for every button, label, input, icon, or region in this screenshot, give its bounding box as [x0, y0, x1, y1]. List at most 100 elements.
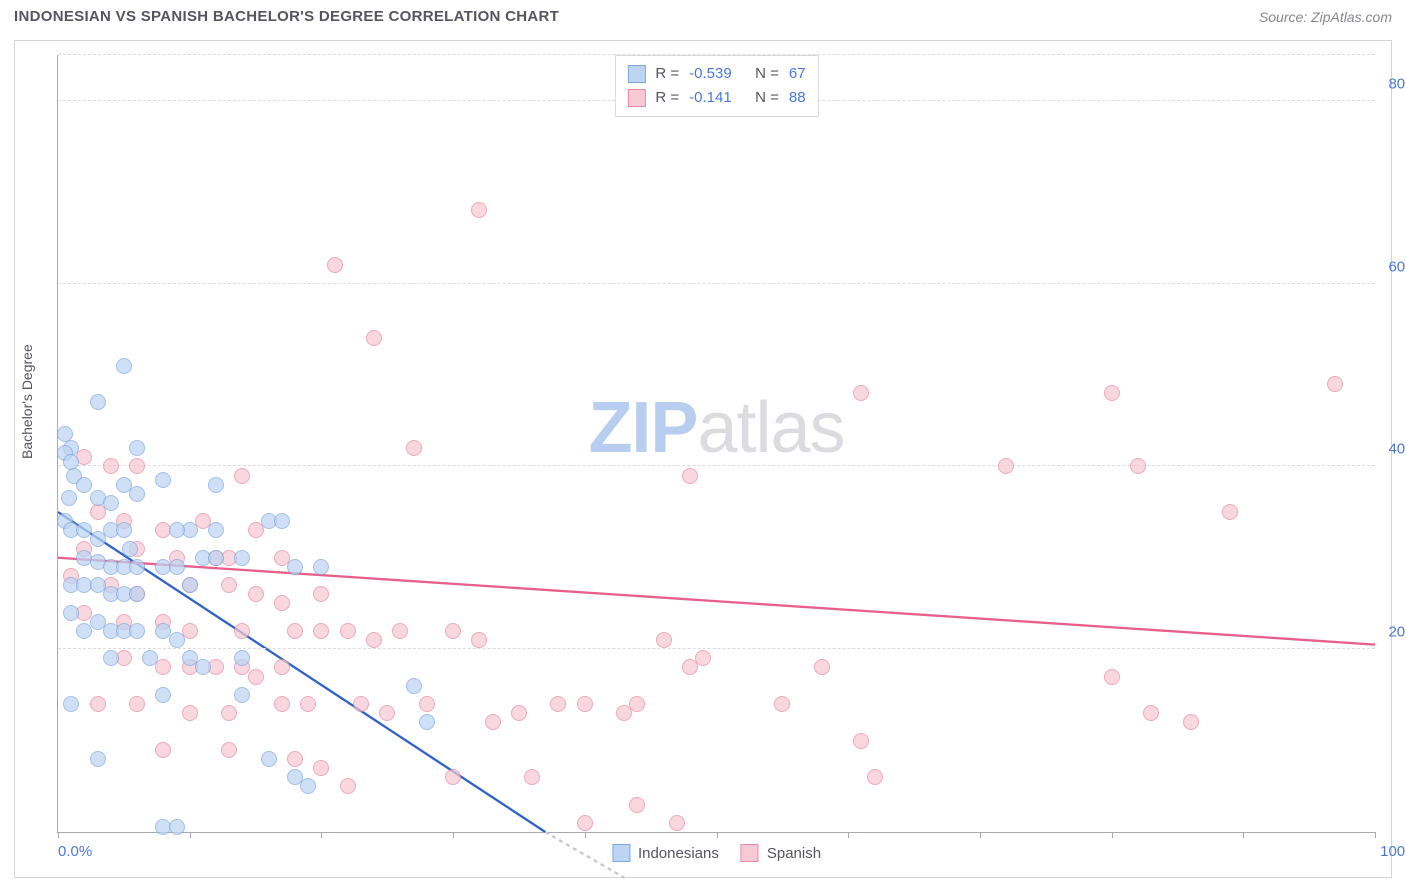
indonesians-point [90, 394, 106, 410]
x-tick [980, 832, 981, 838]
r-label: R = [655, 62, 679, 86]
spanish-point [327, 257, 343, 273]
indonesians-point [169, 522, 185, 538]
indonesians-point [76, 477, 92, 493]
spanish-point [90, 696, 106, 712]
spanish-point [234, 468, 250, 484]
indonesians-point [195, 659, 211, 675]
legend-label: Spanish [767, 845, 821, 862]
x-tick [190, 832, 191, 838]
spanish-point [656, 632, 672, 648]
spanish-point [313, 623, 329, 639]
n-value: 88 [789, 86, 806, 110]
indonesians-point [300, 778, 316, 794]
indonesians-point [208, 550, 224, 566]
gridline [58, 465, 1375, 466]
indonesians-point [129, 586, 145, 602]
plot-area: ZIPatlas R =-0.539N =67R =-0.141N =88 0.… [57, 55, 1375, 833]
spanish-point [313, 586, 329, 602]
spanish-point [471, 632, 487, 648]
legend-item-spanish: Spanish [741, 844, 821, 862]
indonesians-point [116, 522, 132, 538]
indonesians-point [169, 559, 185, 575]
spanish-point [287, 623, 303, 639]
spanish-point [471, 202, 487, 218]
stat-row-indonesians: R =-0.539N =67 [627, 62, 805, 86]
n-value: 67 [789, 62, 806, 86]
indonesians-point [155, 472, 171, 488]
indonesians-point [129, 623, 145, 639]
indonesians-point [103, 650, 119, 666]
correlation-legend: R =-0.539N =67R =-0.141N =88 [614, 55, 818, 117]
spanish-point [445, 769, 461, 785]
x-tick [453, 832, 454, 838]
x-tick [848, 832, 849, 838]
spanish-point [998, 458, 1014, 474]
spanish-point [234, 623, 250, 639]
indonesians-point [129, 440, 145, 456]
spanish-point [550, 696, 566, 712]
x-tick [717, 832, 718, 838]
spanish-point [1327, 376, 1343, 392]
indonesians-point [155, 687, 171, 703]
spanish-point [577, 815, 593, 831]
spanish-point [1222, 504, 1238, 520]
indonesians-point [261, 751, 277, 767]
spanish-point [340, 778, 356, 794]
spanish-point [1104, 669, 1120, 685]
spanish-point [103, 458, 119, 474]
indonesians-point [122, 541, 138, 557]
spanish-point [1104, 385, 1120, 401]
spanish-point [853, 733, 869, 749]
spanish-point [577, 696, 593, 712]
r-value: -0.141 [689, 86, 745, 110]
y-tick-label: 40.0% [1388, 441, 1406, 458]
indonesians-point [169, 819, 185, 835]
spanish-point [129, 458, 145, 474]
spanish-point [274, 659, 290, 675]
y-tick-label: 60.0% [1388, 258, 1406, 275]
spanish-point [155, 742, 171, 758]
spanish-point [524, 769, 540, 785]
x-tick [1375, 832, 1376, 838]
spanish-point [248, 669, 264, 685]
spanish-point [695, 650, 711, 666]
legend-swatch [627, 65, 645, 83]
legend-swatch [612, 844, 630, 862]
spanish-point [129, 696, 145, 712]
x-tick [58, 832, 59, 838]
spanish-point [392, 623, 408, 639]
chart-container: Bachelor's Degree ZIPatlas R =-0.539N =6… [14, 40, 1392, 878]
series-legend: Indonesians Spanish [612, 844, 821, 862]
spanish-point [379, 705, 395, 721]
chart-title: INDONESIAN VS SPANISH BACHELOR'S DEGREE … [14, 8, 559, 25]
legend-label: Indonesians [638, 845, 719, 862]
r-label: R = [655, 86, 679, 110]
indonesians-point [234, 650, 250, 666]
spanish-point [274, 595, 290, 611]
spanish-point [182, 705, 198, 721]
spanish-point [221, 577, 237, 593]
gridline [58, 283, 1375, 284]
spanish-point [340, 623, 356, 639]
spanish-point [511, 705, 527, 721]
spanish-point [221, 742, 237, 758]
indonesians-point [142, 650, 158, 666]
indonesians-point [63, 605, 79, 621]
indonesians-point [287, 559, 303, 575]
stat-row-spanish: R =-0.141N =88 [627, 86, 805, 110]
legend-item-indonesians: Indonesians [612, 844, 719, 862]
indonesians-point [129, 559, 145, 575]
spanish-point [406, 440, 422, 456]
x-tick [585, 832, 586, 838]
x-axis-min-label: 0.0% [58, 843, 92, 860]
spanish-point [774, 696, 790, 712]
watermark-atlas: atlas [697, 388, 844, 468]
spanish-point [1183, 714, 1199, 730]
spanish-point [867, 769, 883, 785]
legend-swatch [627, 89, 645, 107]
spanish-point [1130, 458, 1146, 474]
gridline [58, 648, 1375, 649]
indonesians-point [406, 678, 422, 694]
spanish-point [313, 760, 329, 776]
